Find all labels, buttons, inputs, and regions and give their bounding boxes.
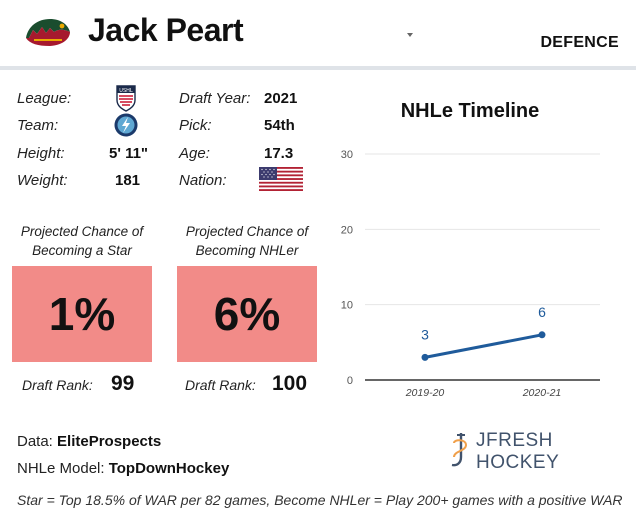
star-chance-value: 1%: [48, 288, 116, 340]
draft-year-label: Draft Year:: [179, 90, 251, 107]
nhler-draft-rank-value: 100: [272, 372, 308, 395]
chart-title: NHLe Timeline: [400, 100, 540, 122]
model-source-label: NHLe Model:: [17, 460, 109, 477]
pick-value: 54th: [264, 117, 295, 134]
nhler-chance-value: 6%: [213, 288, 281, 340]
data-source-value: EliteProspects: [57, 433, 162, 450]
height-label: Height:: [17, 145, 65, 162]
star-projection-label: Projected Chance of Becoming a Star: [12, 222, 152, 260]
x-tick-label: 2020-21: [522, 387, 562, 399]
jfresh-hockey-logo-icon: [448, 431, 470, 474]
data-point: [538, 331, 546, 339]
model-source-value: TopDownHockey: [108, 460, 230, 477]
draft-year-value: 2021: [264, 90, 298, 107]
player-name: Jack Peart: [88, 12, 244, 48]
fargo-force-logo-icon: [113, 112, 139, 143]
nation-label: Nation:: [179, 172, 227, 189]
nhler-projection-label: Projected Chance of Becoming NHLer: [177, 222, 317, 260]
weight-label: Weight:: [17, 172, 68, 189]
header: Jack Peart DEFENCE: [0, 0, 636, 70]
x-tick-label: 2019-20: [405, 387, 445, 399]
data-source-label: Data:: [17, 433, 58, 450]
ushl-logo-icon: USHL: [114, 84, 138, 117]
weight-value: 181: [115, 172, 141, 189]
data-label: 6: [538, 304, 546, 320]
y-tick-label: 30: [341, 149, 353, 161]
nhler-label-line1: Projected Chance of: [185, 224, 309, 239]
data-point: [421, 353, 429, 361]
jfresh-hockey-brand: JFRESH HOCKEY: [448, 430, 636, 474]
star-label-line2: Becoming a Star: [32, 243, 132, 258]
usa-flag-icon: [259, 167, 303, 196]
position-label: DEFENCE: [540, 34, 619, 51]
age-value: 17.3: [264, 145, 294, 162]
chevron-down-icon[interactable]: [403, 27, 417, 37]
age-label: Age:: [179, 145, 210, 162]
team-label: Team:: [17, 117, 59, 134]
brand-text: JFRESH HOCKEY: [476, 430, 560, 473]
data-label: 3: [421, 326, 429, 342]
model-source-line: NHLe Model: TopDownHockey: [17, 460, 229, 477]
star-draft-rank-value: 99: [111, 372, 135, 395]
star-chance-box: 1%: [12, 266, 152, 362]
series-line: [423, 333, 544, 359]
svg-text:USHL: USHL: [119, 88, 133, 94]
nhler-chance-box: 6%: [177, 266, 317, 362]
nhler-draft-rank-label: Draft Rank:: [185, 377, 256, 393]
data-source-line: Data: EliteProspects: [17, 433, 161, 450]
nhler-label-line2: Becoming NHLer: [195, 243, 299, 258]
y-tick-label: 20: [341, 224, 353, 236]
definitions-note: Star = Top 18.5% of WAR per 82 games, Be…: [17, 492, 623, 508]
pick-label: Pick:: [179, 117, 212, 134]
y-tick-label: 10: [341, 300, 353, 312]
minnesota-wild-logo-icon: [24, 16, 72, 50]
y-tick-label: 0: [347, 375, 353, 387]
height-value: 5' 11": [109, 145, 149, 162]
star-label-line1: Projected Chance of: [20, 224, 144, 239]
league-label: League:: [17, 90, 72, 107]
nhle-timeline-chart: 0 10 20 30 2019-20 2020-21 3 6: [341, 149, 600, 399]
star-draft-rank-label: Draft Rank:: [22, 377, 93, 393]
